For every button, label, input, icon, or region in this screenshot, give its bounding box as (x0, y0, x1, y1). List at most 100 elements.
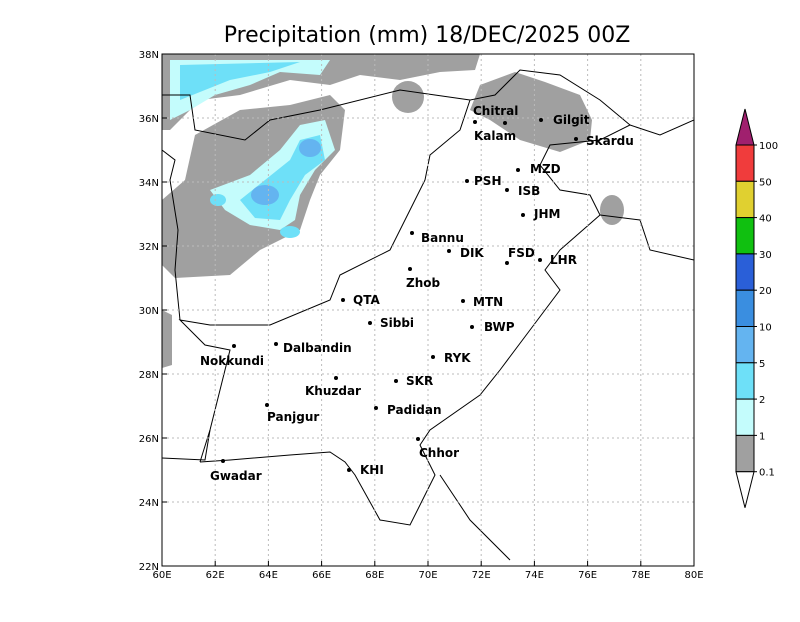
city-label: Sibbi (380, 316, 414, 330)
colorbar-label: 30 (759, 250, 772, 261)
map-title: Precipitation (mm) 18/DEC/2025 00Z (224, 23, 631, 48)
city-dot (408, 267, 412, 271)
city-label: LHR (550, 253, 577, 267)
city-label: Skardu (586, 134, 634, 148)
colorbar-box (735, 326, 755, 364)
x-tick-label: 64E (259, 570, 278, 581)
city-dot (265, 403, 269, 407)
colorbar-triangle (735, 471, 755, 508)
city-label: Bannu (421, 231, 464, 245)
y-tick-label: 38N (139, 50, 159, 61)
city-dot (465, 179, 469, 183)
y-tick-label: 30N (139, 306, 159, 317)
x-tick-label: 80E (684, 570, 703, 581)
plot-frame (161, 53, 695, 567)
city-label: MTN (473, 295, 503, 309)
city-dot (368, 321, 372, 325)
colorbar-label: 5 (759, 359, 765, 370)
city-label: DIK (460, 246, 484, 260)
x-tick-label: 62E (206, 570, 225, 581)
y-tick-label: 36N (139, 114, 159, 125)
city-label: Chhor (419, 446, 459, 460)
city-label: Panjgur (267, 410, 319, 424)
city-label: MZD (530, 162, 561, 176)
city-dot (410, 231, 414, 235)
city-dot (431, 355, 435, 359)
colorbar: 100 50 40 30 20 10 5 2 1 0.1 (735, 108, 778, 508)
city-dot (347, 468, 351, 472)
city-dot (447, 249, 451, 253)
precip-field (162, 54, 624, 368)
graticule: 60E 62E 64E 66E 68E 70E 72E 74E 76E 78E 80E 38N 36N 3… (139, 50, 704, 581)
city-label: Padidan (387, 403, 442, 417)
city-dot (539, 118, 543, 122)
city-dot (470, 325, 474, 329)
colorbar-box (735, 144, 755, 182)
x-tick-label: 60E (152, 570, 171, 581)
y-tick-label: 22N (139, 562, 159, 573)
colorbar-box (735, 253, 755, 291)
colorbar-label: 50 (759, 177, 772, 188)
city-label: Dalbandin (283, 341, 352, 355)
x-tick-label: 76E (578, 570, 597, 581)
city-dot (574, 137, 578, 141)
colorbar-box (735, 434, 755, 473)
y-tick-label: 26N (139, 434, 159, 445)
colorbar-label: 20 (759, 286, 772, 297)
city-label: PSH (474, 174, 501, 188)
y-tick-label: 24N (139, 498, 159, 509)
colorbar-label: 40 (759, 214, 772, 225)
colorbar-label: 0.1 (759, 468, 775, 479)
city-dot (521, 213, 525, 217)
city-dot (416, 437, 420, 441)
colorbar-label: 10 (759, 323, 772, 334)
city-label: FSD (508, 246, 535, 260)
city-dot (516, 168, 520, 172)
city-label: BWP (484, 320, 515, 334)
city-dot (461, 299, 465, 303)
colorbar-label: 100 (759, 141, 778, 152)
city-dot (274, 342, 278, 346)
city-label: SKR (406, 374, 433, 388)
colorbar-box (735, 217, 755, 255)
city-dot (505, 188, 509, 192)
city-label: ISB (518, 184, 540, 198)
city-dot (221, 459, 225, 463)
colorbar-label: 1 (759, 431, 765, 442)
city-label: JHM (533, 207, 560, 221)
city-dot (538, 258, 542, 262)
cities: Chitral Kalam Gilgit Skardu MZD PSH ISB JHM Bann… (200, 104, 634, 483)
city-label: RYK (444, 351, 471, 365)
x-tick-label: 72E (472, 570, 491, 581)
y-tick-label: 34N (139, 178, 159, 189)
colorbar-box (735, 180, 755, 219)
colorbar-box (735, 362, 755, 400)
city-dot (503, 121, 507, 125)
colorbar-box (735, 398, 755, 436)
colorbar-triangle (735, 108, 755, 146)
city-label: QTA (353, 293, 380, 307)
y-tick-label: 32N (139, 242, 159, 253)
x-tick-label: 68E (365, 570, 384, 581)
city-dot (374, 406, 378, 410)
x-tick-label: 78E (631, 570, 650, 581)
city-label: Gwadar (210, 469, 262, 483)
boundaries (162, 69, 694, 561)
colorbar-label: 2 (759, 395, 765, 406)
city-dot (505, 261, 509, 265)
city-label: Kalam (474, 129, 516, 143)
city-dot (341, 298, 345, 302)
x-tick-label: 66E (312, 570, 331, 581)
x-tick-label: 74E (525, 570, 544, 581)
city-label: Gilgit (553, 113, 590, 127)
city-label: Chitral (473, 104, 518, 118)
city-label: Khuzdar (305, 384, 361, 398)
city-dot (473, 120, 477, 124)
city-dot (394, 379, 398, 383)
city-label: Nokkundi (200, 354, 264, 368)
colorbar-box (735, 289, 755, 328)
x-tick-label: 70E (418, 570, 437, 581)
city-dot (334, 376, 338, 380)
city-label: Zhob (406, 276, 440, 290)
